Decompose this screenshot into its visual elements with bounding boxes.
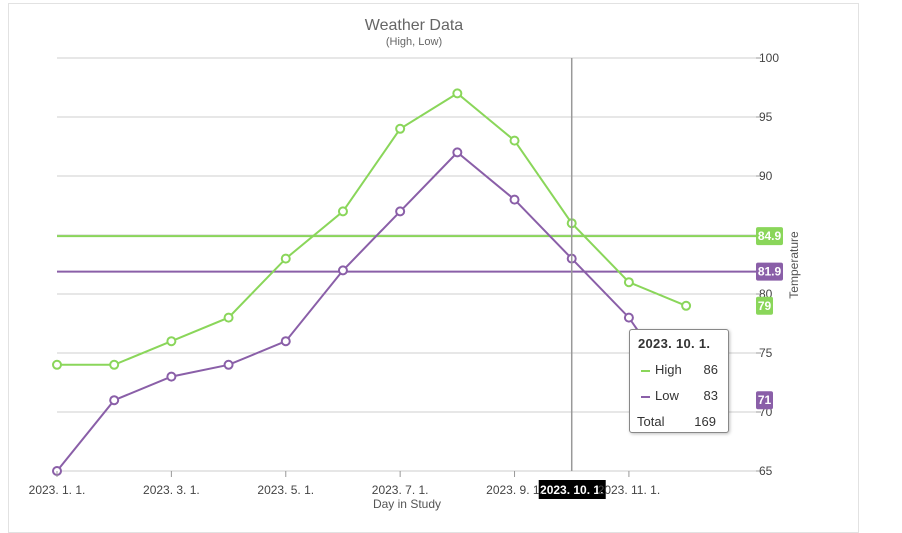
tooltip-total-label: Total (637, 414, 665, 429)
tooltip-series-value: 83 (703, 388, 718, 403)
tooltip-series-name: High (655, 362, 682, 377)
chart-subtitle: (High, Low) (386, 36, 442, 48)
data-point-low (452, 147, 463, 158)
data-point-high (509, 135, 520, 146)
tooltip: 2023. 10. 1. High 86 Low 83 Total 169 (629, 329, 729, 433)
x-axis-label: Day in Study (373, 497, 441, 511)
data-point-low (395, 206, 406, 217)
end-value-label-bg (756, 391, 773, 410)
data-point-low (337, 265, 348, 276)
tooltip-series-name: Low (655, 388, 679, 403)
end-value-label-bg (756, 296, 773, 315)
y-tick-label: 90 (759, 169, 773, 183)
crosshair-label: 2023. 10. 1. (540, 483, 603, 497)
series-line-low (56, 151, 687, 472)
data-point-high (395, 123, 406, 134)
tooltip-row-total: Total 169 (637, 414, 721, 432)
end-value-label: 71 (758, 393, 772, 407)
data-point-high (681, 300, 692, 311)
y-tick-label: 75 (759, 346, 773, 360)
end-value-label: 79 (758, 299, 772, 313)
data-point-high (109, 359, 120, 370)
x-tick-label: 2023. 5. 1. (257, 483, 314, 497)
y-axis-label: Temperature (787, 231, 801, 299)
reference-value-label: 81.9 (758, 265, 782, 279)
tooltip-title: 2023. 10. 1. (638, 336, 711, 351)
chart-container (8, 3, 859, 533)
y-tick-label: 100 (759, 51, 779, 65)
chart-title: Weather Data (365, 17, 464, 34)
x-tick-label: 2023. 11. 1. (598, 483, 661, 497)
tooltip-row-low: Low 83 (638, 388, 722, 406)
y-tick-label: 95 (759, 110, 773, 124)
crosshair: 2023. 10. 1. (538, 58, 606, 499)
tooltip-row-high: High 86 (638, 362, 722, 380)
gridlines (57, 57, 756, 472)
reference-lines (57, 235, 756, 273)
data-point-high (623, 277, 634, 288)
data-point-low (223, 359, 234, 370)
data-point-low (109, 395, 120, 406)
x-axis-ticks: 2023. 1. 1. 2023. 3. 1. 2023. 5. 1. 2023. 7… (29, 471, 661, 497)
tooltip-series-value: 86 (703, 362, 718, 377)
series-line-high (57, 92, 687, 366)
crosshair-label-bg (538, 480, 606, 499)
reference-value-label: 84.9 (758, 229, 782, 243)
x-tick-label: 2023. 9. 1. (486, 483, 543, 497)
data-point-low (509, 194, 520, 205)
reference-value-label-bg (756, 227, 783, 246)
high-swatch-icon (641, 370, 650, 372)
reference-value-label-bg (756, 262, 783, 281)
tooltip-total-value: 169 (694, 414, 716, 429)
data-point-high (52, 359, 62, 370)
y-axis-ticks: 65707580859095100 (756, 51, 779, 478)
data-point-low (166, 371, 177, 382)
data-point-low (280, 336, 291, 347)
data-point-high (337, 206, 348, 217)
y-tick-label: 65 (759, 464, 773, 478)
data-point-high (280, 253, 291, 264)
data-point-high (223, 312, 234, 323)
data-point-high (452, 88, 463, 99)
x-tick-label: 2023. 1. 1. (29, 483, 86, 497)
x-tick-label: 2023. 3. 1. (143, 483, 200, 497)
data-point-high (166, 336, 177, 347)
series-lines (52, 88, 692, 476)
value-labels: 84.9 81.9 79 71 (756, 227, 783, 410)
low-swatch-icon (641, 396, 650, 398)
data-point-low (623, 312, 634, 323)
x-tick-label: 2023. 7. 1. (372, 483, 429, 497)
